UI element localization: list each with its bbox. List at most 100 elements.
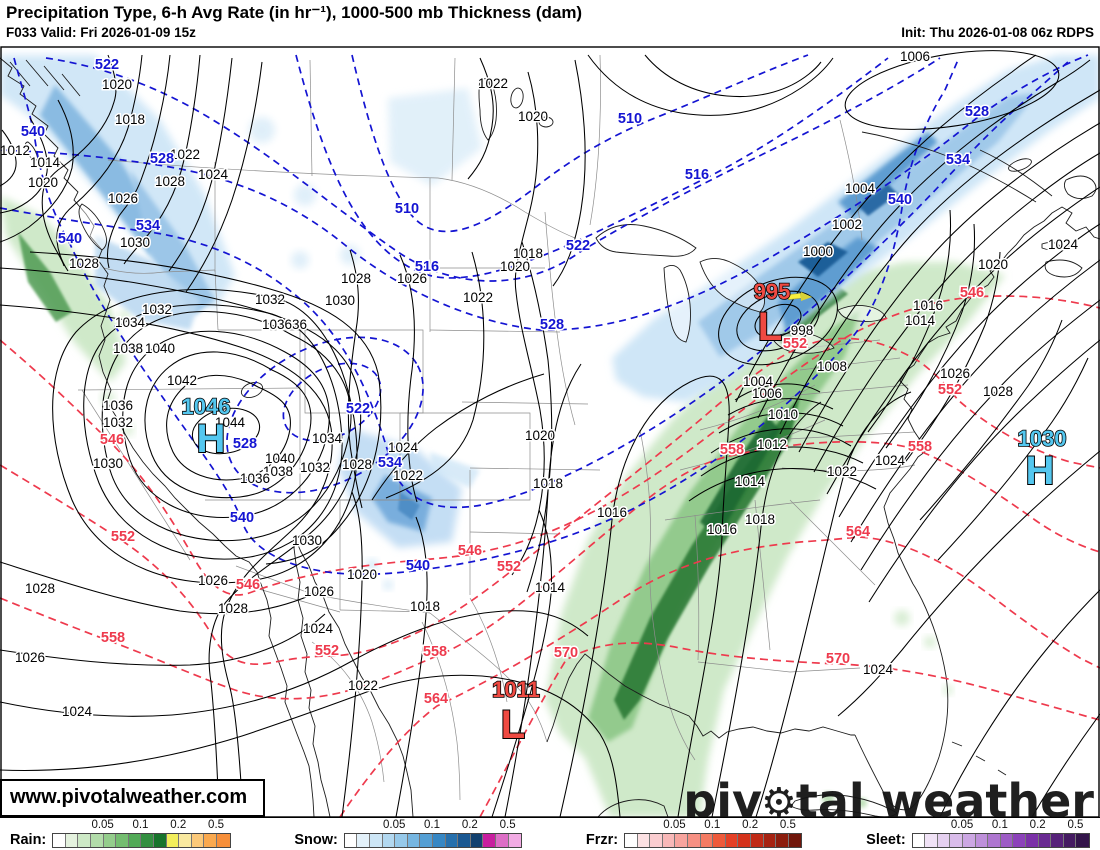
mslp-contour-label: 1020	[525, 428, 555, 443]
mslp-contour-label: 1026	[940, 366, 970, 381]
watermark-url: www.pivotalweather.com	[0, 779, 266, 817]
thickness-label-low: 522	[95, 57, 119, 73]
mslp-contour-label: 1024	[303, 621, 334, 636]
mslp-contour-label: 1038	[263, 464, 293, 479]
legend-color-cell	[675, 834, 689, 847]
mslp-contour-label: 1020	[500, 259, 530, 274]
mslp-contour-label: 1034	[115, 315, 146, 330]
mslp-contour-label: 1002	[832, 217, 862, 232]
mslp-contour-label: 1024	[388, 440, 419, 455]
legend-color-cell	[925, 834, 938, 847]
mslp-contour-label: 1018	[115, 112, 145, 127]
pressure-center-value: 1011	[492, 677, 540, 702]
brand-text-left: piv	[683, 774, 762, 828]
legend-color-cell	[179, 834, 192, 847]
mslp-contour-label: 1040	[145, 341, 175, 356]
header: Precipitation Type, 6-h Avg Rate (in hr⁻…	[0, 0, 1100, 46]
mslp-contour-label: 1022	[348, 678, 378, 693]
legend-color-cell	[395, 834, 408, 847]
legend-tick-label: 0.1	[991, 819, 1008, 831]
legend-tick-label: 0.05	[383, 819, 406, 831]
legend-color-cell	[458, 834, 471, 847]
thickness-label-low: 522	[346, 401, 370, 417]
mslp-contour-label: 1022	[478, 76, 508, 91]
mslp-contour-label: 1016	[597, 505, 627, 520]
mslp-contour-label: 1014	[535, 580, 566, 595]
legend-color-cell	[1000, 834, 1014, 847]
legend-color-cell	[344, 834, 358, 847]
thickness-label-low: 528	[150, 151, 174, 167]
pressure-center-value: 995	[754, 279, 791, 304]
mslp-contour-label: 1036	[103, 398, 133, 413]
thickness-label-low: 516	[415, 259, 439, 275]
mslp-contour-label: 1000	[803, 244, 833, 259]
legend-color-cell	[1063, 834, 1077, 847]
pressure-center-low: L	[758, 305, 782, 349]
mslp-contour-label: 1026	[108, 191, 138, 206]
precip-legend: Rain: 0.05 0.1 0.2 0.5 Snow: 0.05 0.1 0.2 0.5 Frzr…	[0, 817, 1100, 850]
mslp-contour-label: 1006	[752, 386, 782, 401]
mslp-contour-label: 1024	[1048, 237, 1079, 252]
legend-color-cell	[1013, 834, 1027, 847]
init-time: Init: Thu 2026-01-08 06z RDPS	[901, 25, 1094, 40]
mslp-contour-label: 1006	[900, 49, 930, 64]
pressure-center-high: H	[1026, 449, 1055, 493]
legend-bar: 0.05 0.1 0.2 0.5	[624, 819, 803, 848]
mslp-contour-label: 1030	[325, 293, 355, 308]
legend-group-label: Frzr:	[585, 832, 619, 848]
mslp-contour-label: 1028	[983, 384, 1013, 399]
legend-color-cell	[191, 834, 205, 847]
legend-group: Snow: 0.05 0.1 0.2 0.5	[294, 818, 523, 850]
legend-color-cell	[1051, 834, 1064, 847]
mslp-contour-label: 1022	[827, 464, 857, 479]
state-borders	[77, 54, 916, 801]
thickness-contours-high	[0, 295, 1100, 818]
legend-color-cell	[776, 834, 789, 847]
legend-color-cell	[216, 834, 230, 847]
legend-color-cell	[420, 834, 433, 847]
mslp-contour-label: 1028	[69, 256, 99, 271]
mslp-contour-label: 1018	[745, 512, 775, 527]
thickness-label-low: 540	[406, 558, 430, 574]
mslp-contour-label: 1018	[513, 246, 543, 261]
mslp-contour-label: 1020	[28, 175, 58, 190]
thickness-label-high: 558	[423, 644, 447, 660]
mslp-contour-label: 1026	[397, 271, 427, 286]
thickness-label-low: 522	[566, 238, 590, 254]
thickness-label-high: 552	[497, 559, 521, 575]
thickness-label-high: 546	[236, 577, 260, 593]
thickness-label-high: 546	[100, 432, 124, 448]
thickness-label-low: 534	[946, 152, 970, 168]
mslp-contour-label: 1030	[93, 456, 123, 471]
legend-group: Rain: 0.05 0.1 0.2 0.5	[10, 818, 231, 850]
mslp-contour-label: 1024	[875, 453, 906, 468]
mslp-contour-label: 1028	[155, 174, 185, 189]
legend-color-cell	[950, 834, 964, 847]
legend-color-cell	[154, 834, 167, 847]
legend-group-label: Sleet:	[866, 832, 906, 848]
gear-icon: ⚙	[760, 780, 797, 826]
legend-color-cell	[1038, 834, 1052, 847]
thickness-label-high: 570	[826, 651, 850, 667]
thickness-label-high: 570	[554, 645, 578, 661]
legend-color-cell	[407, 834, 421, 847]
legend-color-cell	[688, 834, 701, 847]
thickness-label-high: 558	[720, 442, 744, 458]
valid-time: F033 Valid: Fri 2026-01-09 15z	[6, 25, 196, 40]
mslp-contour-label: 998	[791, 323, 814, 338]
legend-color-cell	[751, 834, 764, 847]
legend-group: Frzr: 0.05 0.1 0.2 0.5	[586, 818, 803, 850]
brand-text-right: tal weather	[795, 774, 1094, 828]
legend-color-cell	[103, 834, 117, 847]
brand-watermark: piv ⚙ tal weather	[683, 778, 1094, 824]
mslp-contour-label: 1018	[410, 599, 440, 614]
mslp-contour-label: 1026	[304, 584, 334, 599]
thickness-contours-low	[0, 54, 1089, 576]
mslp-contour-label: 1028	[342, 457, 372, 472]
mslp-contour-label: 1020	[518, 109, 548, 124]
legend-color-cell	[91, 834, 104, 847]
mslp-contour-label: 1032	[103, 415, 133, 430]
legend-color-cell	[65, 834, 79, 847]
legend-tick-label: 0.5	[1067, 819, 1084, 831]
